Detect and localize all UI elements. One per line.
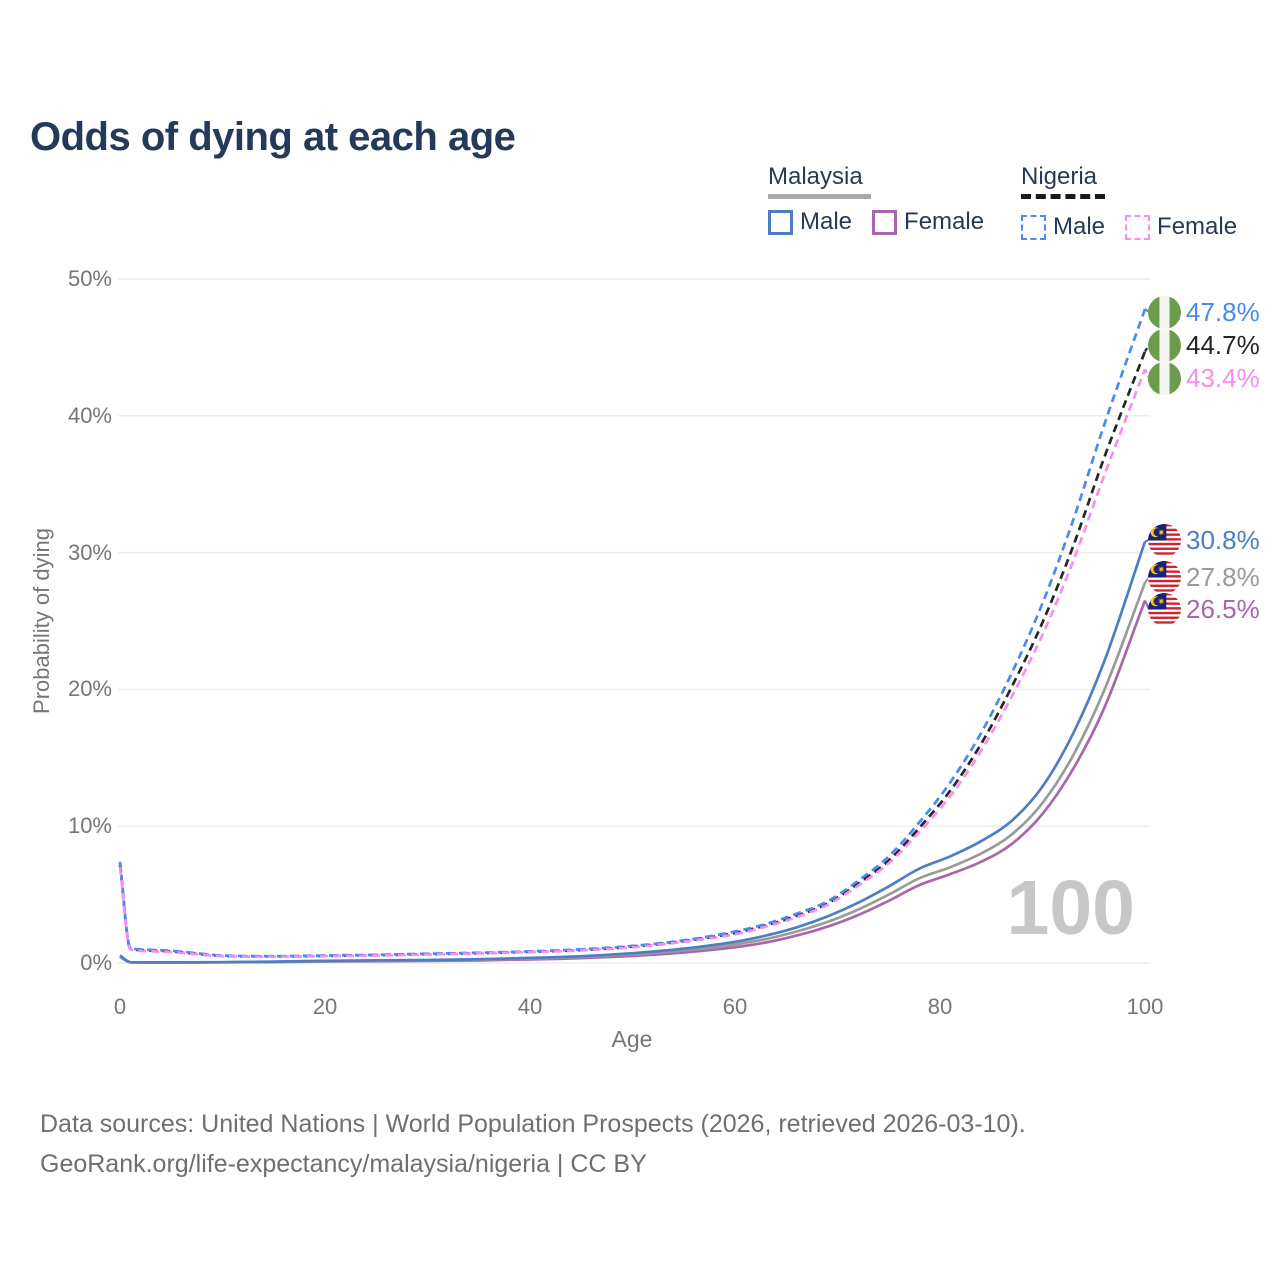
- age-watermark: 100: [1006, 865, 1135, 951]
- y-tick-50: 50%: [67, 266, 112, 291]
- legend-malaysia-female-label[interactable]: Female: [904, 208, 985, 235]
- nigeria-flag-icon: [1148, 329, 1181, 362]
- x-tick-40: 40: [517, 994, 543, 1019]
- x-tick-100: 100: [1126, 994, 1164, 1019]
- page-title: Odds of dying at each age: [30, 114, 516, 159]
- end-label-nigeria-overall: 44.7%: [1148, 328, 1260, 362]
- y-tick-20: 20%: [67, 676, 112, 701]
- end-label-malaysia-male: 30.8%: [1148, 523, 1260, 557]
- legend-malaysia-male-swatch[interactable]: [768, 209, 793, 235]
- series-line-nigeria-male: [118, 308, 1147, 958]
- legend-malaysia-male-label[interactable]: Male: [800, 208, 853, 235]
- nigeria-flag-icon: [1148, 362, 1181, 395]
- legend-nigeria-line-swatch: [1021, 194, 1105, 204]
- malaysia-flag-icon: [1148, 593, 1181, 626]
- series-line-nigeria-female: [118, 368, 1147, 959]
- end-label-malaysia-overall: 27.8%: [1148, 560, 1260, 594]
- data-sources-text: Data sources: United Nations | World Pop…: [40, 1110, 1026, 1138]
- x-tick-20: 20: [312, 994, 338, 1019]
- x-tick-60: 60: [722, 994, 748, 1019]
- y-tick-0: 0%: [80, 950, 112, 975]
- end-label-nigeria-female: 43.4%: [1148, 361, 1260, 395]
- legend-nigeria-male-swatch[interactable]: [1021, 214, 1046, 240]
- legend-malaysia-line-swatch: [768, 194, 871, 199]
- x-tick-80: 80: [927, 994, 953, 1019]
- end-label-value: 30.8%: [1186, 524, 1260, 555]
- end-label-nigeria-male: 47.8%: [1148, 295, 1260, 329]
- end-label-value: 26.5%: [1186, 593, 1260, 624]
- legend-nigeria-female-label[interactable]: Female: [1157, 213, 1238, 240]
- x-axis-title: Age: [611, 1026, 653, 1052]
- legend-malaysia-label[interactable]: Malaysia: [768, 163, 863, 190]
- legend-nigeria-label[interactable]: Nigeria: [1021, 163, 1098, 190]
- legend-malaysia-female-swatch[interactable]: [872, 209, 898, 235]
- series-line-malaysia-male: [119, 541, 1147, 964]
- legend-group-nigeria: Nigeria Male Female: [1021, 163, 1257, 241]
- legend-nigeria-female-swatch[interactable]: [1125, 214, 1151, 240]
- y-tick-10: 10%: [67, 813, 112, 838]
- legend-group-malaysia: Malaysia Male Female: [768, 163, 1004, 236]
- attribution-text[interactable]: GeoRank.org/life-expectancy/malaysia/nig…: [40, 1150, 647, 1178]
- end-label-malaysia-female: 26.5%: [1148, 592, 1260, 626]
- y-tick-30: 30%: [67, 540, 112, 565]
- series-line-nigeria-overall: [118, 351, 1147, 958]
- malaysia-flag-icon: [1148, 561, 1181, 594]
- end-label-value: 27.8%: [1186, 561, 1260, 592]
- y-axis-title: Probability of dying: [29, 528, 54, 714]
- nigeria-flag-icon: [1148, 296, 1181, 329]
- legend-nigeria-male-label[interactable]: Male: [1053, 213, 1106, 240]
- end-label-value: 43.4%: [1186, 362, 1260, 393]
- y-tick-40: 40%: [67, 403, 112, 428]
- end-label-value: 44.7%: [1186, 329, 1260, 360]
- end-label-value: 47.8%: [1186, 296, 1260, 327]
- malaysia-flag-icon: [1148, 524, 1181, 557]
- x-tick-0: 0: [113, 994, 127, 1019]
